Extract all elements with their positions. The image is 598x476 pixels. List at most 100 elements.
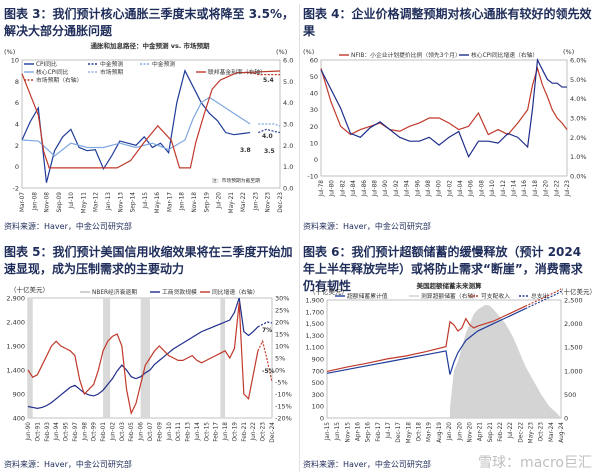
y-tick-right: 3.0%: [570, 115, 587, 123]
y-tick-right: 1,500: [564, 344, 583, 352]
series-forecast-line: [257, 339, 273, 383]
x-tick: Nov-15: [345, 422, 351, 443]
x-tick: Jan-13: [106, 192, 112, 212]
chart-note: 注：市场预期为截至期: [212, 177, 260, 184]
legend-label: 中金预测: [100, 60, 123, 68]
x-tick: Jul-14: [512, 180, 518, 198]
x-tick: Oct-91: [35, 422, 41, 442]
y-tick-left: 500: [312, 379, 324, 387]
annotation-label: 7%: [262, 327, 272, 334]
y-unit-left: （十亿美元）: [309, 287, 348, 296]
y-unit-left: (%): [4, 48, 15, 56]
y-tick-left: 60: [310, 57, 318, 65]
annotation-label: 4.0: [262, 133, 273, 140]
recession-band: [220, 298, 226, 418]
x-tick: Jul-10: [69, 192, 75, 210]
x-tick: Feb-17: [214, 422, 220, 442]
legend-label: 总支出: [531, 292, 549, 300]
figure-6-title: 图表 6：我们预计超额储蓄的缓慢释放（预计 2024 年上半年释放完毕）或将防止…: [303, 245, 583, 293]
series-forecast-line: [525, 290, 562, 310]
x-tick: Jul-02: [447, 180, 453, 198]
y-unit-right: （十亿美元）: [557, 287, 596, 296]
annotation-label: 5.4: [263, 77, 274, 84]
x-tick: Jul-22: [554, 180, 560, 198]
x-tick: Dec-17: [396, 422, 402, 443]
y-tick-right: 2,000: [564, 320, 583, 328]
y-tick-right: 10%: [275, 343, 289, 351]
figure-4-source: 资料来源：Haver，中金公司研究部: [303, 222, 431, 231]
x-tick: Sep-14: [131, 192, 137, 213]
legend-label: NBER经济衰退期: [92, 288, 137, 296]
x-tick: Jun-20: [457, 422, 463, 442]
series-forecast-line: [258, 123, 281, 127]
x-tick: Oct-18: [417, 422, 423, 442]
y-tick-left: -2: [13, 185, 19, 193]
x-tick: Jun-90: [26, 422, 32, 442]
y-tick-left: 900: [13, 391, 25, 399]
y-tick-right: 0.0%: [570, 173, 587, 181]
y-tick-left: 1,500: [305, 320, 324, 328]
series-forecast-line: [258, 128, 281, 134]
y-tick-right: 5.0%: [570, 76, 587, 84]
y-tick-left: 400: [13, 415, 25, 423]
x-tick: Jul-82: [340, 180, 346, 198]
x-tick: Nov-18: [192, 192, 198, 213]
x-tick: Jan-15: [325, 422, 331, 442]
x-tick: Feb-17: [376, 422, 382, 442]
x-tick: Jul-15: [143, 192, 149, 210]
y-tick-left: 4: [15, 121, 19, 129]
figure-5-title: 图表 5：我们预计美国信用收缩效果将在三季度开始加速显现，成为压制需求的主要动力: [4, 245, 293, 276]
x-tick: Jun-98: [82, 422, 88, 442]
series-line: [21, 70, 281, 169]
x-tick: Feb-09: [157, 422, 163, 442]
figure-4-title: 图表 4：企业价格调整预期对核心通胀有较好的领先效果: [303, 7, 592, 38]
x-tick: Jul-17: [386, 422, 392, 440]
y-tick-left: 1,300: [305, 332, 324, 340]
x-tick: Oct-11: [176, 422, 182, 442]
x-tick: Jun-06: [139, 422, 145, 442]
x-tick: Feb-93: [45, 422, 51, 442]
x-tick: Feb-01: [101, 422, 107, 442]
legend-label: 核心CPI同比增速（右轴）: [471, 51, 538, 59]
x-tick: May-21: [229, 192, 235, 214]
x-tick: May-23: [528, 422, 534, 444]
x-tick: May-18: [406, 422, 412, 444]
x-tick: Oct-95: [64, 422, 70, 442]
figure-3-source: 资料来源：Haver，中金公司研究部: [4, 222, 132, 231]
x-tick: Oct-23: [261, 422, 267, 442]
y-tick-left: 1,900: [305, 297, 324, 305]
x-tick: Dec-22: [518, 422, 524, 443]
x-tick: Apr-21: [478, 422, 484, 441]
y-tick-left: 8: [15, 78, 19, 86]
figure-3-panel: 图表 3：我们预计核心通胀三季度末或将降至 3.5%，解决大部分通胀问题 通胀和…: [0, 0, 299, 238]
series-line: [236, 72, 280, 76]
chart-title: 通胀和加息路径：中金预测 vs. 市场预期: [90, 41, 210, 50]
series-line: [326, 305, 526, 373]
y-tick-right: 5.0: [283, 78, 293, 86]
x-tick: Jun-22: [251, 422, 257, 442]
y-tick-left: 900: [312, 356, 324, 364]
x-tick: Aug-24: [559, 422, 565, 443]
x-tick: Jul-96: [415, 180, 421, 198]
y-tick-left: 2,400: [6, 319, 25, 327]
y-tick-right: 25%: [275, 307, 289, 315]
chart-title: 美国超额储蓄未来测算: [417, 281, 483, 290]
x-tick: Jun-94: [54, 422, 60, 442]
x-tick: Feb-21: [242, 422, 248, 442]
y-tick-right: 4.0%: [570, 95, 587, 103]
x-tick: Sep-19: [204, 192, 210, 213]
x-tick: Oct-03: [120, 422, 126, 442]
series-line: [320, 66, 568, 136]
x-tick: Nov-08: [45, 192, 51, 213]
x-tick: Mar-19: [427, 422, 433, 442]
legend-label: 市场预期: [100, 68, 123, 76]
x-tick: Jun-10: [167, 422, 173, 442]
y-tick-left: 30: [310, 106, 318, 114]
x-tick: Jul-88: [372, 180, 378, 198]
figure-5-source: 资料来源：Haver，中金公司研究部: [4, 460, 132, 469]
y-unit-right: (%): [563, 48, 574, 56]
y-tick-right: 3.0: [283, 121, 293, 129]
series-forecast-line: [257, 321, 273, 328]
y-tick-left: 2: [15, 142, 19, 150]
series-forecast-line: [525, 288, 562, 307]
